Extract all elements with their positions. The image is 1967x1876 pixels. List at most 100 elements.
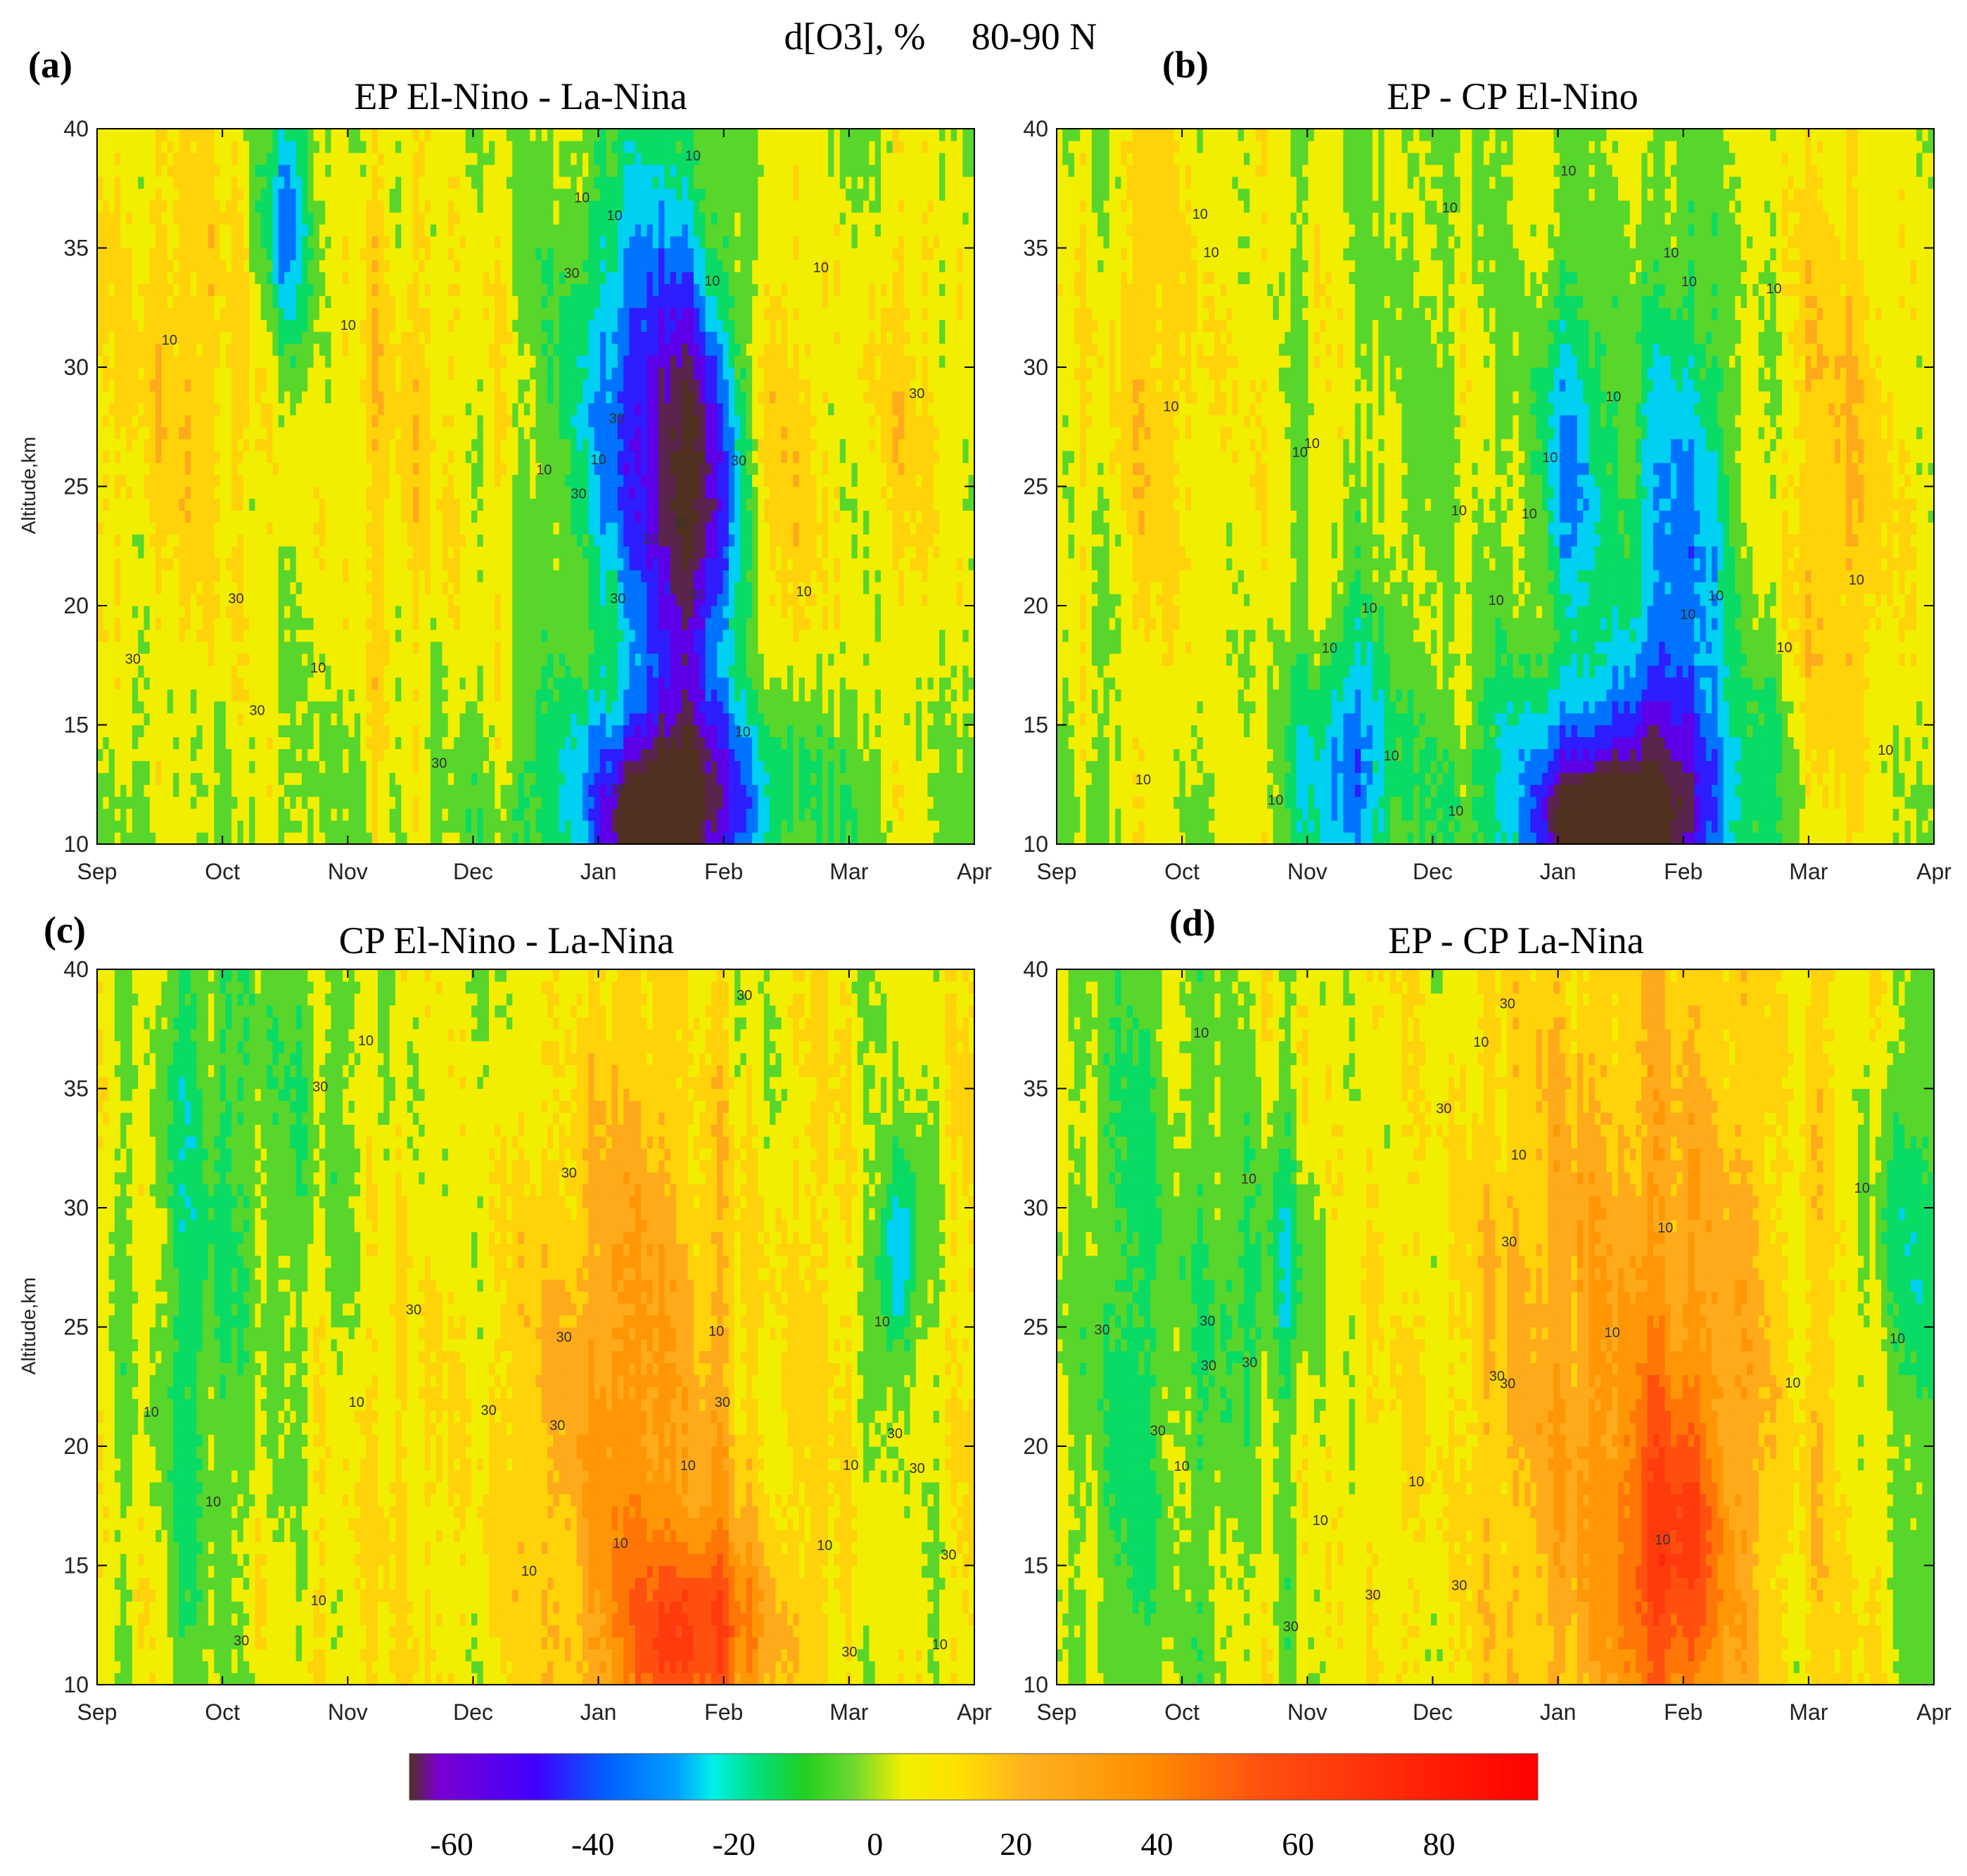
heatmap-cell: [167, 808, 174, 821]
heatmap-cell: [97, 439, 103, 452]
heatmap-cell: [155, 283, 162, 296]
heatmap-cell: [132, 701, 139, 714]
heatmap-cell: [185, 475, 191, 487]
heatmap-cell: [97, 212, 103, 225]
heatmap-cell: [173, 153, 179, 165]
heatmap-cell: [115, 415, 121, 428]
heatmap-cell: [120, 463, 127, 476]
heatmap-cell: [150, 295, 156, 308]
heatmap-cell: [115, 784, 121, 797]
heatmap-cell: [185, 200, 191, 213]
heatmap-cell: [144, 415, 151, 428]
heatmap-cell: [97, 463, 103, 476]
heatmap-cell: [173, 427, 179, 440]
heatmap-cell: [97, 534, 103, 547]
heatmap-cell: [167, 487, 174, 499]
heatmap-cell: [161, 236, 167, 249]
heatmap-cell: [144, 319, 151, 332]
heatmap-cell: [144, 736, 151, 749]
heatmap-cell: [179, 427, 185, 440]
heatmap-cell: [109, 832, 115, 845]
heatmap-cell: [103, 689, 109, 702]
heatmap-cell: [161, 319, 167, 332]
heatmap-cell: [167, 748, 174, 761]
heatmap-cell: [161, 748, 167, 761]
heatmap-cell: [179, 772, 185, 785]
heatmap-cell: [109, 558, 115, 570]
heatmap-cell: [191, 630, 197, 642]
heatmap-cell: [173, 391, 179, 404]
heatmap-cell: [191, 295, 197, 308]
heatmap-cell: [167, 498, 174, 511]
heatmap-cell: [155, 331, 162, 344]
heatmap-cell: [127, 272, 133, 284]
heatmap-cell: [144, 487, 151, 499]
heatmap-cell: [185, 689, 191, 702]
heatmap-cell: [132, 439, 139, 452]
heatmap-cell: [179, 713, 185, 726]
heatmap-cell: [138, 343, 144, 356]
heatmap-cell: [155, 582, 162, 594]
heatmap-cell: [144, 760, 151, 773]
heatmap-cell: [155, 748, 162, 761]
heatmap-cell: [167, 618, 174, 630]
heatmap-cell: [191, 606, 197, 618]
heatmap-cell: [103, 736, 109, 749]
heatmap-cell: [120, 701, 127, 714]
heatmap-cell: [155, 772, 162, 785]
heatmap-cell: [179, 439, 185, 452]
heatmap-cell: [150, 784, 156, 797]
heatmap-cell: [150, 177, 156, 189]
heatmap-cell: [196, 665, 203, 678]
heatmap-cell: [179, 355, 185, 368]
heatmap-cell: [115, 736, 121, 749]
heatmap-cell: [185, 630, 191, 642]
heatmap-cell: [161, 475, 167, 487]
heatmap-cell: [132, 331, 139, 344]
heatmap-cell: [167, 177, 174, 189]
heatmap-cell: [127, 307, 133, 320]
heatmap-cell: [150, 212, 156, 225]
heatmap-cell: [173, 808, 179, 821]
heatmap-cell: [144, 725, 151, 738]
heatmap-cell: [144, 427, 151, 440]
heatmap-cell: [103, 748, 109, 761]
heatmap-cell: [161, 295, 167, 308]
heatmap-cell: [185, 487, 191, 499]
heatmap-cell: [109, 725, 115, 738]
heatmap-cell: [173, 272, 179, 284]
heatmap-cell: [185, 522, 191, 535]
heatmap-cell: [115, 522, 121, 535]
heatmap-cell: [155, 248, 162, 261]
heatmap-cell: [191, 570, 197, 582]
heatmap-cell: [103, 606, 109, 618]
panel-a: (a) EP El-Nino - La-Nina 103010301030103…: [18, 44, 992, 884]
heatmap-cell: [138, 475, 144, 487]
heatmap-cell: [115, 677, 121, 690]
heatmap-cell: [132, 391, 139, 404]
heatmap-cell: [109, 367, 115, 380]
heatmap-cell: [196, 736, 203, 749]
heatmap-cell: [150, 498, 156, 511]
heatmap-cell: [161, 367, 167, 380]
heatmap-cell: [109, 760, 115, 773]
heatmap-cell: [138, 165, 144, 177]
heatmap-cell: [167, 403, 174, 416]
heatmap-cell: [167, 295, 174, 308]
heatmap-cell: [179, 594, 185, 606]
heatmap-cell: [150, 546, 156, 559]
heatmap-cell: [109, 355, 115, 368]
heatmap-cell: [103, 642, 109, 654]
heatmap-cell: [167, 689, 174, 702]
heatmap-cell: [115, 355, 121, 368]
heatmap-cell: [173, 701, 179, 714]
heatmap-cell: [120, 153, 127, 165]
heatmap-cell: [161, 415, 167, 428]
heatmap-cell: [185, 367, 191, 380]
heatmap-cell: [144, 236, 151, 249]
heatmap-cell: [161, 451, 167, 464]
heatmap-cell: [185, 713, 191, 726]
heatmap-cell: [173, 200, 179, 213]
heatmap-cell: [173, 653, 179, 666]
heatmap-cell: [191, 665, 197, 678]
